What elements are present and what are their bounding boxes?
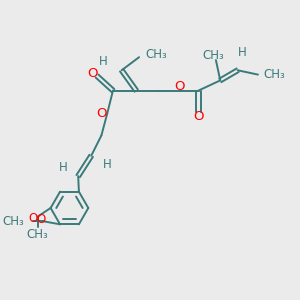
Text: CH₃: CH₃ bbox=[202, 49, 224, 62]
Text: CH₃: CH₃ bbox=[2, 215, 24, 228]
Text: O: O bbox=[87, 67, 98, 80]
Text: H: H bbox=[103, 158, 112, 171]
Text: O: O bbox=[28, 212, 38, 225]
Text: H: H bbox=[98, 55, 107, 68]
Text: O: O bbox=[37, 214, 46, 226]
Text: CH₃: CH₃ bbox=[264, 68, 286, 81]
Text: CH₃: CH₃ bbox=[27, 228, 48, 241]
Text: O: O bbox=[174, 80, 185, 93]
Text: H: H bbox=[238, 46, 246, 59]
Text: O: O bbox=[193, 110, 204, 123]
Text: H: H bbox=[59, 161, 68, 174]
Text: O: O bbox=[96, 107, 106, 120]
Text: CH₃: CH₃ bbox=[146, 48, 167, 61]
